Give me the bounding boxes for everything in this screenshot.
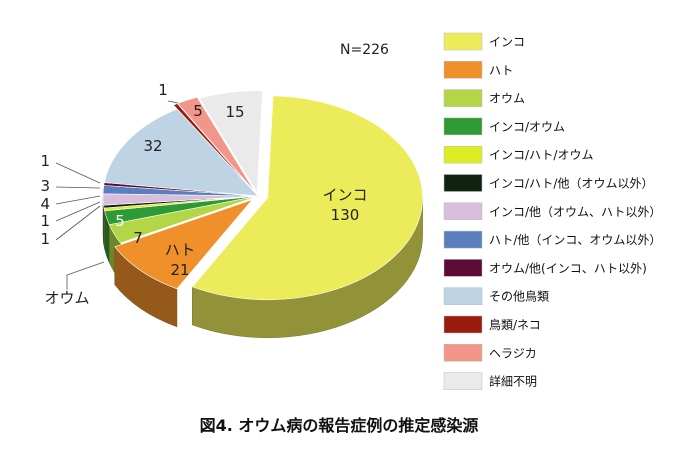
pie-slice-11	[177, 96, 256, 193]
data-label-2: オウム	[44, 289, 89, 307]
legend-swatch	[443, 145, 483, 164]
legend-item: その他鳥類	[443, 287, 549, 305]
data-label-12: 15	[225, 103, 244, 121]
legend-label: その他鳥類	[489, 289, 549, 304]
data-label-1: ハト	[165, 241, 195, 259]
legend-swatch	[443, 230, 483, 249]
legend-swatch	[443, 315, 483, 334]
pie-slice-0	[191, 95, 423, 301]
pie-slice-1	[114, 199, 254, 290]
sample-size-annotation: N=226	[340, 42, 389, 58]
data-label-8: 1	[40, 152, 50, 170]
legend-label: インコ	[489, 35, 525, 49]
data-label-0: インコ	[322, 186, 367, 204]
legend-label: インコ/他（オウム、ハト以外）	[489, 205, 661, 219]
data-label-0: 130	[331, 206, 360, 224]
legend-label: オウム/他(インコ、ハト以外)	[489, 261, 647, 275]
legend-swatch	[443, 174, 483, 192]
legend-item: 詳細不明	[443, 372, 537, 390]
label-leader-line	[66, 261, 105, 290]
label-leader-line	[55, 162, 101, 184]
legend-swatch	[443, 202, 483, 221]
legend-label: インコ/ハト/他（オウム以外）	[489, 177, 653, 191]
data-label-5: 1	[40, 212, 50, 230]
legend-item: インコ/オウム	[443, 117, 565, 136]
legend-item: オウム/他(インコ、ハト以外)	[443, 259, 647, 277]
legend-label: 鳥類/ネコ	[489, 317, 541, 332]
legend-label: オウム	[489, 92, 525, 106]
label-leader-line	[55, 201, 101, 222]
legend-swatch	[443, 32, 483, 51]
legend-label: 詳細不明	[489, 374, 537, 389]
label-leader-line	[55, 186, 101, 189]
data-label-3: 5	[115, 212, 125, 230]
legend-item: インコ/ハト/他（オウム以外）	[443, 174, 653, 192]
legend: インコハトオウムインコ/オウムインコ/ハト/オウムインコ/ハト/他（オウム以外）…	[443, 32, 661, 390]
pie-slice-9	[103, 108, 259, 197]
legend-swatch	[443, 287, 483, 305]
legend-label: ヘラジカ	[489, 346, 537, 360]
data-label-6: 4	[40, 195, 50, 213]
legend-item: インコ/他（オウム、ハト以外）	[443, 202, 661, 221]
data-label-4: 1	[40, 230, 50, 248]
legend-item: ヘラジカ	[443, 344, 537, 362]
legend-item: ハト/他（インコ、オウム以外）	[443, 230, 661, 249]
legend-item: インコ/ハト/オウム	[443, 145, 593, 164]
legend-swatch	[443, 259, 483, 277]
label-leader-line	[55, 205, 101, 241]
legend-swatch	[443, 372, 483, 390]
legend-item: オウム	[443, 89, 525, 107]
data-label-9: 32	[143, 137, 162, 155]
pie-slice-10	[173, 103, 255, 193]
legend-label: ハト/他（インコ、オウム以外）	[489, 233, 661, 247]
data-label-11: 5	[193, 102, 203, 120]
data-label-2: 7	[133, 229, 143, 247]
label-leader-line	[167, 100, 179, 104]
data-label-1: 21	[170, 261, 189, 279]
data-label-7: 3	[40, 177, 50, 195]
data-label-10: 1	[158, 81, 168, 99]
pie-slice-12	[198, 90, 263, 194]
legend-swatch	[443, 117, 483, 136]
chart-title: 図4. オウム病の報告症例の推定感染源	[200, 416, 479, 435]
legend-swatch	[443, 89, 483, 107]
legend-label: インコ/ハト/オウム	[489, 148, 593, 162]
legend-swatch	[443, 61, 483, 79]
legend-label: インコ/オウム	[489, 120, 565, 134]
pie-plot	[102, 90, 423, 339]
label-leader-line	[55, 195, 101, 205]
legend-label: ハト	[489, 63, 513, 77]
legend-item: 鳥類/ネコ	[443, 315, 541, 334]
legend-item: インコ	[443, 32, 525, 51]
legend-item: ハト	[443, 61, 513, 79]
legend-swatch	[443, 344, 483, 362]
